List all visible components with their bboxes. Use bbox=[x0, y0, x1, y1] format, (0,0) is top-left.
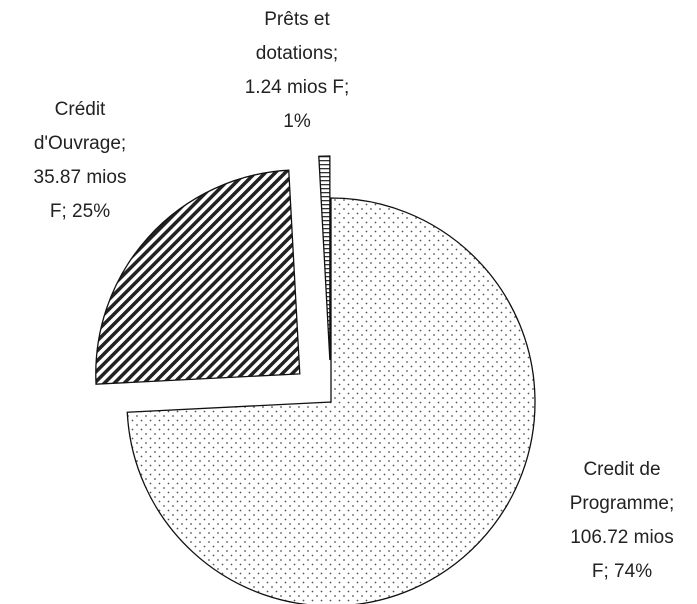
pie-slice bbox=[318, 155, 331, 361]
data-label: Prêts et dotations; 1.24 mios F; 1% bbox=[245, 9, 350, 132]
data-label-line: 1% bbox=[283, 111, 311, 132]
data-label: Crédit d'Ouvrage; 35.87 mios F; 25% bbox=[34, 99, 127, 222]
data-label: Credit de Programme; 106.72 mios F; 74% bbox=[570, 459, 675, 582]
pie-slice bbox=[126, 197, 536, 604]
data-label-line: F; 74% bbox=[592, 561, 652, 582]
data-label-line: 106.72 mios bbox=[570, 527, 674, 548]
data-label-line: d'Ouvrage; bbox=[34, 133, 126, 154]
data-label-line: F; 25% bbox=[50, 201, 110, 222]
data-label-line: 35.87 mios bbox=[34, 167, 127, 188]
data-label-line: Programme; bbox=[570, 493, 675, 514]
data-label-line: dotations; bbox=[256, 43, 338, 64]
data-label-line: Crédit bbox=[55, 99, 106, 120]
data-label-line: Credit de bbox=[583, 459, 660, 480]
data-label-line: 1.24 mios F; bbox=[245, 77, 350, 98]
data-label-line: Prêts et bbox=[264, 9, 330, 30]
pie-slice bbox=[95, 169, 301, 385]
